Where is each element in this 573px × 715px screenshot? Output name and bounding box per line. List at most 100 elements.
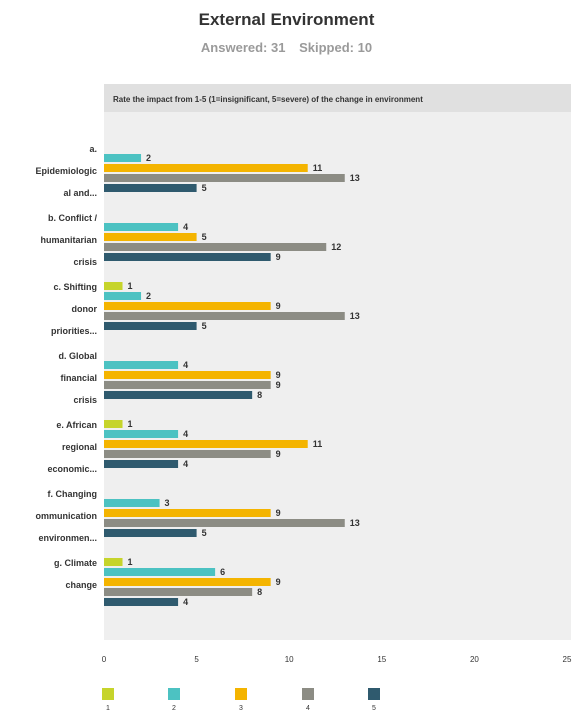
legend-label: 5	[372, 705, 376, 712]
question-banner	[104, 84, 571, 112]
question-text: Rate the impact from 1-5 (1=insignifican…	[113, 95, 423, 104]
bar-series-4	[104, 381, 271, 389]
category-label: c. Shifting	[54, 282, 98, 292]
bar-value-label: 11	[313, 439, 323, 449]
bar-series-5	[104, 253, 271, 261]
bar-value-label: 8	[257, 587, 262, 597]
bar-series-2	[104, 499, 160, 507]
bar-value-label: 9	[276, 380, 281, 390]
bar-series-4	[104, 174, 345, 182]
bar-series-5	[104, 184, 197, 192]
category-label: Epidemiologic	[35, 166, 97, 176]
bar-series-2	[104, 223, 179, 231]
answered-count: Answered: 31	[200, 40, 286, 55]
category-label: d. Global	[58, 351, 97, 361]
bar-series-5	[104, 460, 179, 468]
bar-value-label: 9	[276, 252, 281, 262]
bar-series-4	[104, 243, 327, 251]
bar-series-5	[104, 322, 197, 330]
bar-value-label: 13	[350, 311, 360, 321]
category-label: environmen...	[38, 533, 97, 543]
bar-value-label: 1	[128, 419, 133, 429]
legend-swatch-3	[235, 688, 247, 700]
legend-label: 2	[172, 705, 176, 712]
bar-value-label: 5	[202, 321, 207, 331]
bar-value-label: 9	[276, 508, 281, 518]
bar-value-label: 4	[183, 459, 188, 469]
bar-series-2	[104, 568, 216, 576]
bar-series-4	[104, 588, 253, 596]
legend-label: 4	[306, 705, 310, 712]
bar-series-3	[104, 440, 308, 448]
bar-value-label: 1	[128, 557, 133, 567]
bar-series-5	[104, 598, 179, 606]
bar-value-label: 1	[128, 281, 133, 291]
legend-swatch-1	[102, 688, 114, 700]
category-label: e. African	[56, 420, 97, 430]
x-tick-label: 10	[285, 655, 294, 664]
x-tick-label: 15	[377, 655, 386, 664]
bar-series-3	[104, 578, 271, 586]
category-label: economic...	[47, 464, 97, 474]
bar-value-label: 3	[165, 498, 170, 508]
bar-series-5	[104, 391, 253, 399]
category-label: regional	[62, 442, 97, 452]
legend-label: 1	[106, 705, 110, 712]
bar-value-label: 5	[202, 183, 207, 193]
legend-label: 3	[239, 705, 243, 712]
skipped-count: Skipped: 10	[299, 40, 373, 55]
x-tick-label: 0	[102, 655, 107, 664]
category-label: a.	[89, 144, 97, 154]
bar-value-label: 9	[276, 370, 281, 380]
category-label: humanitarian	[40, 235, 97, 245]
bar-series-4	[104, 312, 345, 320]
bar-series-1	[104, 282, 123, 290]
x-tick-label: 5	[194, 655, 199, 664]
bar-series-3	[104, 371, 271, 379]
legend-swatch-5	[368, 688, 380, 700]
x-tick-label: 25	[563, 655, 572, 664]
category-label: change	[65, 580, 97, 590]
bar-value-label: 4	[183, 360, 188, 370]
category-label: al and...	[63, 188, 97, 198]
bar-value-label: 9	[276, 449, 281, 459]
bar-series-5	[104, 529, 197, 537]
bar-value-label: 8	[257, 390, 262, 400]
bar-value-label: 2	[146, 291, 151, 301]
category-label: crisis	[73, 257, 97, 267]
category-label: ommunication	[35, 511, 97, 521]
category-label: donor	[72, 304, 98, 314]
bar-value-label: 11	[313, 163, 323, 173]
bar-series-1	[104, 558, 123, 566]
category-label: b. Conflict /	[48, 213, 97, 223]
bar-value-label: 4	[183, 429, 188, 439]
category-label: g. Climate	[54, 558, 97, 568]
category-label: priorities...	[51, 326, 97, 336]
bar-series-2	[104, 361, 179, 369]
bar-series-3	[104, 509, 271, 517]
bar-series-3	[104, 302, 271, 310]
category-label: financial	[60, 373, 97, 383]
bar-value-label: 5	[202, 528, 207, 538]
response-summary: Answered: 31 Skipped: 10	[0, 40, 573, 55]
bar-value-label: 6	[220, 567, 225, 577]
bar-value-label: 13	[350, 173, 360, 183]
bar-value-label: 9	[276, 577, 281, 587]
category-label: crisis	[73, 395, 97, 405]
bar-series-1	[104, 420, 123, 428]
bar-series-4	[104, 519, 345, 527]
bar-value-label: 13	[350, 518, 360, 528]
bar-value-label: 2	[146, 153, 151, 163]
bar-value-label: 12	[331, 242, 341, 252]
chart-title: External Environment	[198, 10, 375, 29]
legend-swatch-2	[168, 688, 180, 700]
bar-value-label: 5	[202, 232, 207, 242]
category-label: f. Changing	[48, 489, 98, 499]
x-tick-label: 20	[470, 655, 479, 664]
legend-swatch-4	[302, 688, 314, 700]
bar-series-3	[104, 233, 197, 241]
bar-value-label: 9	[276, 301, 281, 311]
bar-series-4	[104, 450, 271, 458]
bar-series-2	[104, 430, 179, 438]
